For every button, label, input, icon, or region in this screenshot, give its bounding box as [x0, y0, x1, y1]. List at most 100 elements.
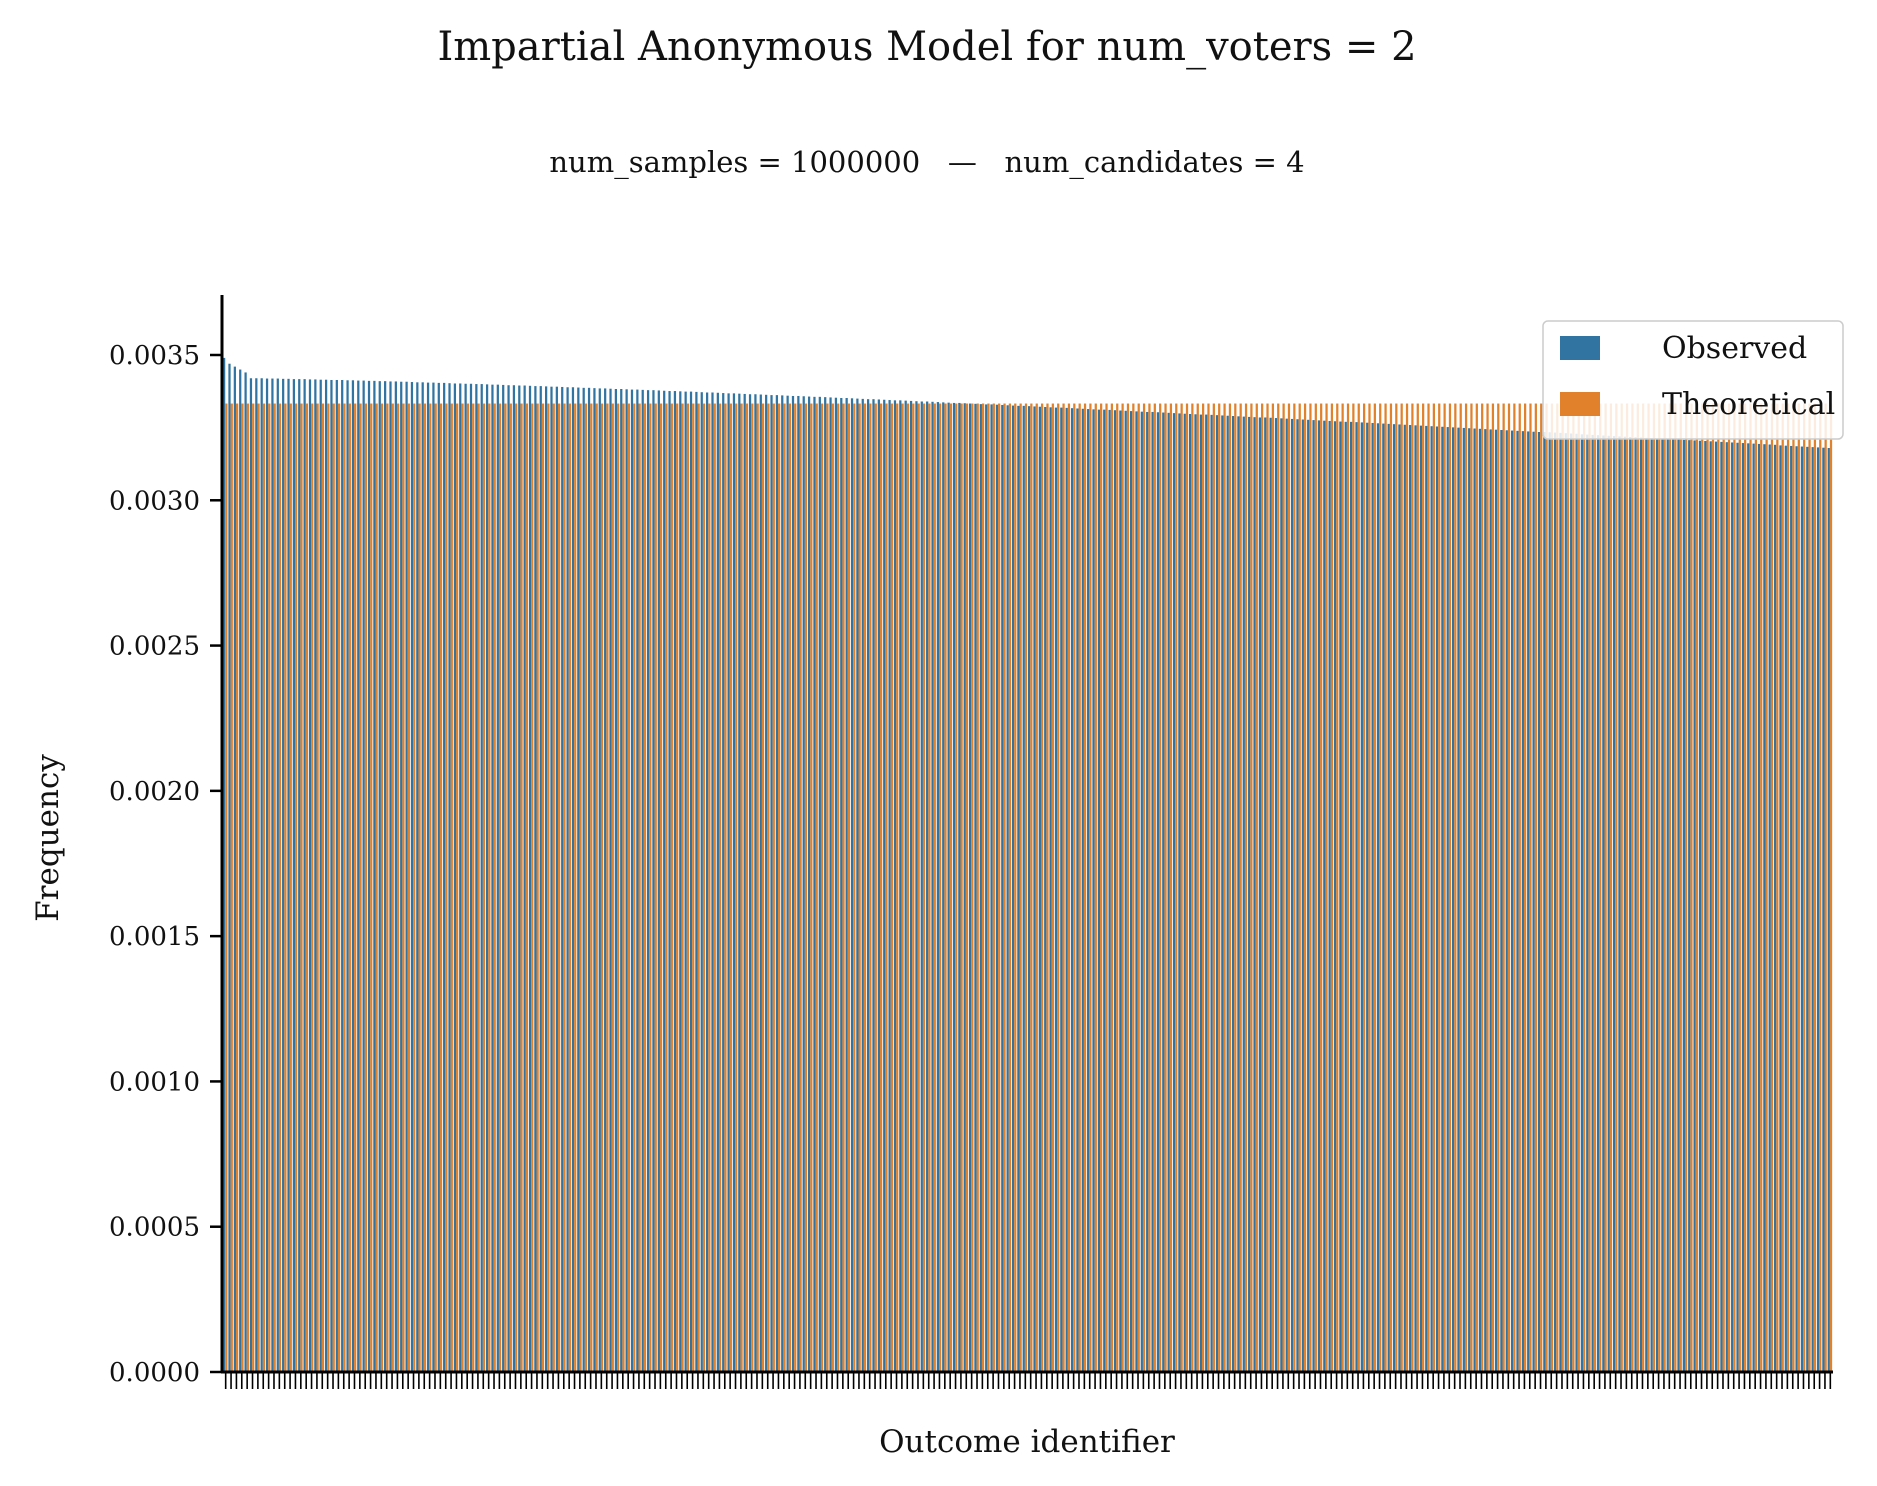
theoretical-bar [686, 403, 690, 1372]
theoretical-bar [1051, 403, 1054, 1372]
theoretical-bar [1754, 403, 1757, 1372]
theoretical-bar [1389, 403, 1393, 1372]
observed-bar [1747, 443, 1750, 1373]
observed-bar [1333, 421, 1337, 1372]
observed-bar [1462, 427, 1465, 1372]
theoretical-bar [933, 403, 936, 1372]
theoretical-bar [1035, 403, 1038, 1372]
theoretical-bar [1588, 403, 1591, 1372]
observed-bar [1731, 442, 1734, 1373]
observed-bar [1441, 426, 1444, 1372]
theoretical-bar [257, 403, 260, 1372]
observed-bar [1264, 417, 1267, 1373]
theoretical-bar [874, 403, 877, 1372]
observed-bar [1516, 430, 1519, 1373]
theoretical-bar [1062, 403, 1065, 1372]
theoretical-bar [429, 403, 432, 1372]
theoretical-bar [1132, 403, 1135, 1372]
theoretical-bar [1142, 403, 1146, 1372]
observed-bar [485, 384, 489, 1373]
theoretical-bar [944, 403, 947, 1372]
theoretical-bar [1497, 403, 1500, 1372]
theoretical-bar [1604, 403, 1607, 1372]
observed-bar [282, 378, 285, 1373]
observed-bar [550, 386, 553, 1372]
observed-bar [1457, 427, 1460, 1372]
theoretical-bar [563, 403, 566, 1372]
observed-bar [1618, 436, 1621, 1372]
observed-bar [1596, 435, 1600, 1372]
bars-group [223, 357, 1833, 1373]
observed-bar [357, 380, 360, 1372]
theoretical-bar [1803, 403, 1806, 1372]
observed-bar [797, 395, 800, 1373]
theoretical-bar [1234, 403, 1237, 1372]
theoretical-bar [1422, 403, 1425, 1372]
observed-bar [738, 393, 741, 1372]
theoretical-bar [1175, 403, 1178, 1372]
theoretical-bar [284, 403, 287, 1372]
observed-bar [1017, 405, 1020, 1373]
observed-bar [384, 381, 387, 1372]
theoretical-bar [1727, 403, 1731, 1372]
observed-bar [888, 400, 891, 1372]
observed-bar [271, 378, 274, 1372]
observed-bar [1634, 437, 1637, 1373]
observed-bar [1752, 443, 1755, 1372]
theoretical-bar [1191, 403, 1194, 1372]
y-axis-label: Frequency [30, 754, 66, 922]
theoretical-bar [1443, 403, 1446, 1372]
theoretical-bar [922, 403, 926, 1372]
observed-bar [942, 402, 945, 1372]
observed-bar [915, 401, 918, 1372]
observed-bar [410, 382, 414, 1372]
theoretical-bar [225, 403, 228, 1372]
theoretical-bar [1298, 403, 1301, 1372]
observed-bar [1768, 444, 1771, 1372]
observed-bar [496, 384, 499, 1372]
theoretical-bar [391, 403, 394, 1372]
observed-bar [818, 396, 821, 1373]
observed-bar [1645, 437, 1648, 1372]
observed-bar [405, 381, 408, 1373]
observed-bar [620, 389, 623, 1372]
observed-bar [528, 385, 532, 1372]
theoretical-bar [643, 403, 647, 1372]
observed-bar [443, 382, 446, 1372]
observed-bar [1226, 415, 1229, 1373]
theoretical-bar [1432, 403, 1435, 1372]
theoretical-bar [1583, 403, 1586, 1372]
observed-bar [1392, 424, 1396, 1372]
theoretical-bar [375, 403, 378, 1372]
theoretical-bar [633, 403, 636, 1372]
observed-bar [464, 383, 467, 1372]
observed-bar [1548, 432, 1551, 1372]
theoretical-bar [1078, 403, 1081, 1372]
observed-bar [636, 389, 639, 1373]
theoretical-bar [1073, 403, 1076, 1372]
observed-bar [475, 384, 478, 1372]
theoretical-bar [627, 403, 630, 1372]
theoretical-bar [1599, 403, 1602, 1372]
theoretical-bar [1470, 403, 1473, 1372]
observed-bar [426, 382, 430, 1373]
observed-bar [400, 381, 403, 1373]
theoretical-bar [708, 403, 711, 1372]
observed-bar [1698, 440, 1702, 1373]
theoretical-bar [321, 403, 325, 1372]
theoretical-bar [332, 403, 335, 1372]
observed-bar [1001, 404, 1004, 1373]
theoretical-bar [638, 403, 641, 1372]
observed-bar [963, 403, 966, 1373]
theoretical-bar [998, 403, 1001, 1372]
theoretical-bar [584, 403, 588, 1372]
observed-bar [1736, 442, 1739, 1372]
observed-bar [1248, 416, 1251, 1372]
observed-bar [840, 398, 843, 1372]
y-tick-label: 0.0020 [109, 777, 200, 807]
theoretical-bar [407, 403, 410, 1372]
theoretical-bar [1513, 403, 1516, 1372]
observed-bar [1285, 418, 1288, 1372]
theoretical-bar [466, 403, 469, 1372]
observed-bar [1709, 441, 1712, 1372]
